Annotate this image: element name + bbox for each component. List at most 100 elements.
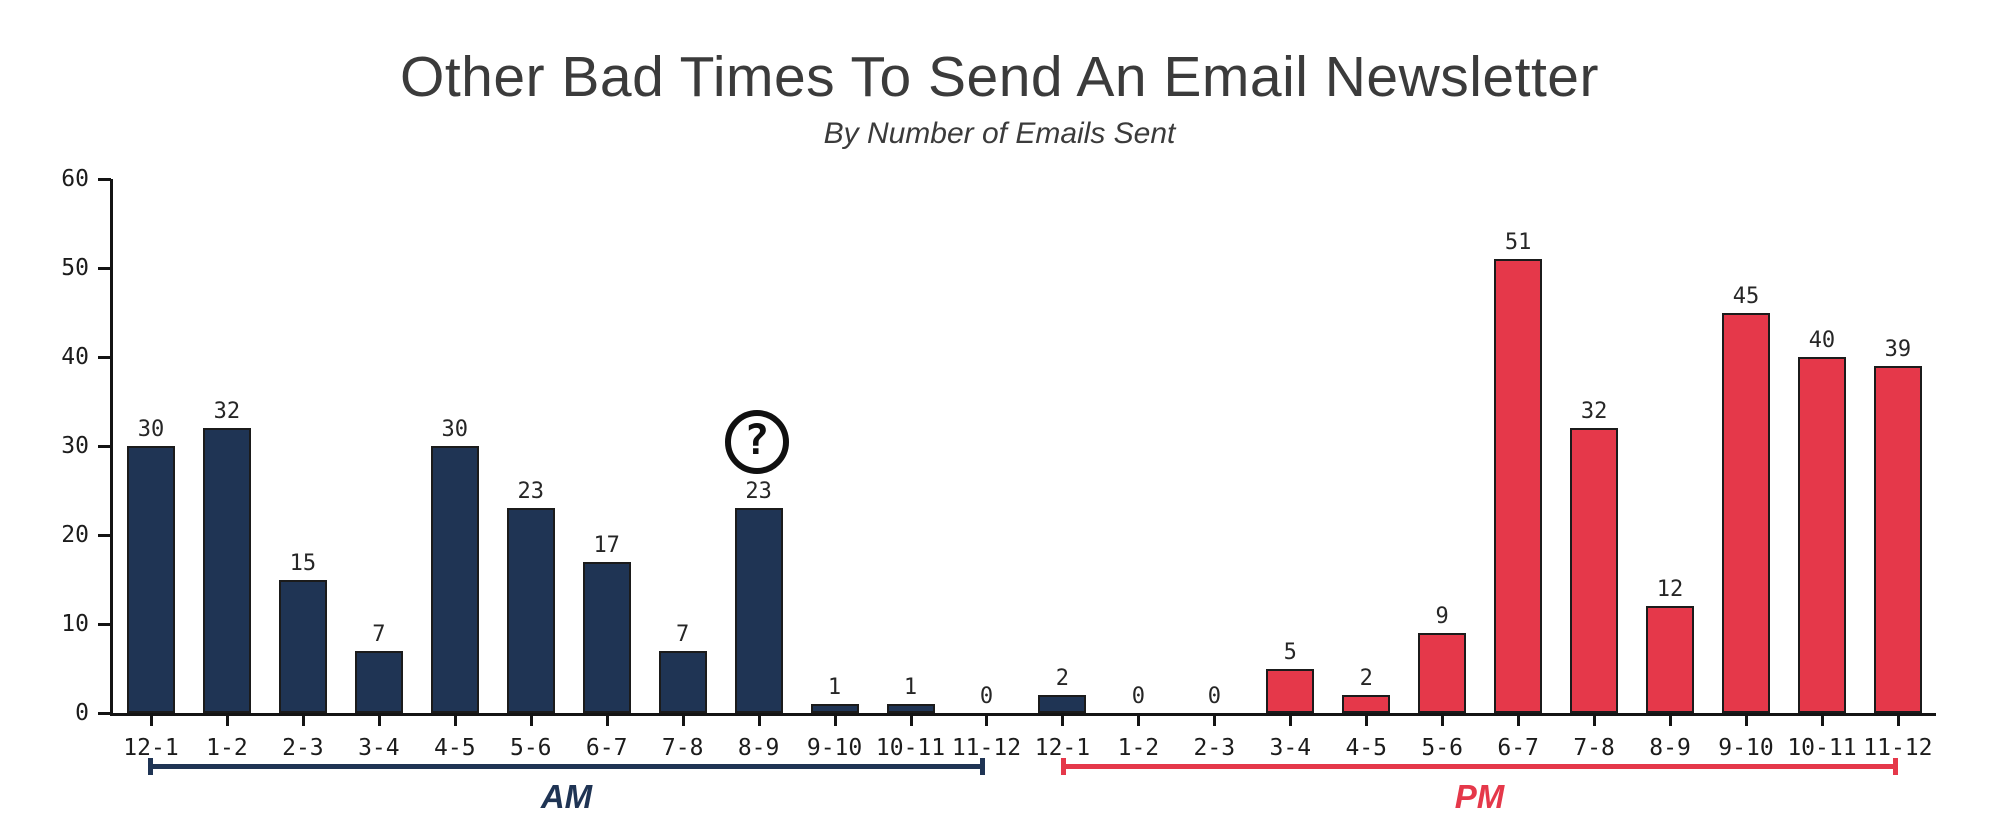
- y-axis-label: 50: [61, 255, 89, 281]
- bar: [734, 508, 783, 713]
- y-axis-label: 30: [61, 433, 89, 459]
- x-axis-label: 6-7: [1497, 735, 1539, 761]
- bar-column-3-4-am: 7 3-4: [341, 179, 417, 761]
- bar-value-label: 1: [903, 675, 918, 701]
- bar-value-label: 30: [441, 417, 469, 442]
- x-axis-tick: [1593, 716, 1597, 726]
- x-axis-tick: [1289, 716, 1293, 726]
- bar-column-2-3-am: 15 2-3: [265, 179, 341, 761]
- bracket-line: [148, 764, 985, 769]
- y-axis-label: 10: [61, 611, 89, 638]
- bar: [1342, 695, 1391, 713]
- bar: [202, 428, 251, 713]
- x-axis-label: 3-4: [1269, 735, 1312, 761]
- bar: [1646, 606, 1695, 713]
- x-axis-label: 6-7: [585, 735, 628, 761]
- x-axis-label: 12-1: [123, 735, 179, 761]
- bar-column-7-8-am: 7 7-8: [645, 179, 721, 761]
- x-axis-label: 8-9: [1649, 735, 1691, 761]
- x-axis-tick: [757, 716, 761, 726]
- bar-value-label: 7: [676, 621, 690, 647]
- bar-value-label: 7: [372, 621, 386, 647]
- bar-value-label: 45: [1732, 283, 1760, 309]
- pm-group-bracket: [1061, 758, 1898, 775]
- bracket-right-cap: [1892, 758, 1898, 775]
- bar: [1266, 668, 1315, 713]
- bar-column-1-2-am: 32 1-2: [189, 179, 265, 761]
- x-axis-label: 1-2: [206, 735, 248, 761]
- x-axis-label: 9-10: [1718, 735, 1774, 761]
- bar: [1721, 312, 1770, 713]
- x-axis-label: 9-10: [806, 735, 863, 761]
- y-axis-tick: [98, 711, 111, 715]
- am-group-label: AM: [540, 778, 593, 815]
- bar-value-label: 0: [1207, 684, 1221, 709]
- x-axis-label: 8-9: [737, 735, 780, 761]
- y-axis-tick: [98, 266, 111, 270]
- x-axis-tick: [1365, 716, 1369, 726]
- x-axis-tick: [1137, 716, 1141, 726]
- x-axis-label: 10-11: [1787, 735, 1857, 761]
- x-axis-label: 10-11: [875, 735, 946, 761]
- bar-value-label: 40: [1808, 328, 1836, 353]
- x-axis-label: 7-8: [661, 735, 704, 761]
- pm-group-label: PM: [1454, 778, 1505, 815]
- x-axis-tick: [377, 716, 381, 726]
- bar-value-label: 23: [745, 479, 772, 505]
- y-axis-tick: [98, 533, 111, 537]
- bar-column-9-10-am: 1 9-10: [797, 179, 873, 761]
- y-axis-label: 40: [61, 344, 89, 371]
- x-axis-label: 4-5: [434, 735, 476, 761]
- x-axis-tick: [1820, 716, 1824, 726]
- x-axis-label: 1-2: [1117, 735, 1160, 761]
- bar-column-5-6-pm: 9 5-6: [1404, 179, 1480, 761]
- bar: [126, 446, 175, 713]
- x-axis-label: 2-3: [282, 735, 324, 761]
- bar-column-10-11-pm: 40 10-11: [1784, 179, 1860, 762]
- bar-column-6-7-am: 17 6-7: [569, 179, 645, 761]
- bar: [278, 579, 327, 713]
- x-axis-label: 11-12: [951, 735, 1022, 761]
- bar-value-label: 9: [1435, 603, 1449, 629]
- bar-column-9-10-pm: 45 9-10: [1708, 179, 1784, 761]
- x-axis-label: 4-5: [1345, 735, 1387, 761]
- x-axis-label: 11-12: [1863, 735, 1933, 761]
- bar-value-label: 23: [517, 479, 544, 505]
- x-axis-label: 5-6: [1421, 735, 1463, 761]
- y-axis-label: 0: [75, 700, 89, 726]
- bar: [1570, 428, 1619, 713]
- bar-value-label: 2: [1055, 666, 1070, 692]
- bar-column-5-6-am: 23 5-6: [493, 179, 569, 761]
- bar-value-label: 0: [979, 684, 994, 709]
- bar-value-label: 5: [1283, 639, 1297, 665]
- am-group-bracket: [148, 758, 985, 775]
- x-axis-tick: [529, 716, 533, 726]
- x-axis-tick: [985, 716, 989, 726]
- x-axis-tick: [1896, 716, 1900, 726]
- x-axis-tick: [453, 716, 457, 726]
- y-axis-tick: [98, 177, 111, 181]
- bar-value-label: 39: [1884, 336, 1912, 362]
- bar-column-7-8-pm: 32 7-8: [1556, 179, 1632, 761]
- bar-column-11-12-pm: 39 11-12: [1860, 179, 1936, 761]
- bar-column-11-12-am: 0 11-12: [948, 179, 1024, 762]
- x-axis-label: 2-3: [1193, 735, 1236, 761]
- x-axis-tick: [605, 716, 609, 726]
- y-axis-tick: [98, 355, 111, 359]
- bar: [430, 446, 479, 713]
- x-axis-label: 3-4: [358, 735, 400, 761]
- bar: [1494, 259, 1543, 713]
- x-axis-tick: [1061, 716, 1065, 726]
- bar: [1797, 357, 1846, 713]
- bar: [1418, 632, 1467, 713]
- chart-subtitle: By Number of Emails Sent: [823, 117, 1176, 150]
- x-axis-tick: [225, 716, 229, 726]
- bar-column-12-1-pm: 2 12-1: [1024, 179, 1100, 761]
- bar-column-6-7-pm: 51 6-7: [1480, 179, 1556, 761]
- bar-column-1-2-pm: 0 1-2: [1100, 179, 1176, 762]
- chart-title: Other Bad Times To Send An Email Newslet…: [400, 45, 1599, 109]
- x-axis-tick: [301, 716, 305, 726]
- x-axis-tick: [1441, 716, 1445, 726]
- bar-value-label: 1: [827, 675, 842, 701]
- x-axis-label: 12-1: [1034, 735, 1091, 761]
